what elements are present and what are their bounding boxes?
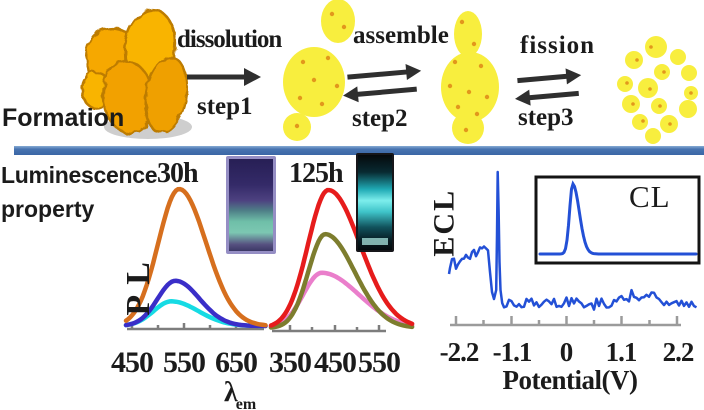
cl-inset-box	[534, 175, 701, 265]
particle-dots	[625, 45, 693, 126]
lambda-subscript: em	[235, 396, 257, 410]
particle-dots	[294, 11, 347, 129]
step3-action-label: fission	[520, 32, 596, 59]
ecl-axis	[450, 316, 681, 327]
step2-action-label: assemble	[353, 22, 449, 49]
pl125-xtick-450: 450	[314, 346, 357, 379]
step3-label: step3	[518, 104, 574, 131]
curve-olive	[268, 231, 415, 330]
step1-action-label: dissolution	[177, 26, 282, 53]
cuvette-photo-125h	[356, 153, 394, 252]
ecl-curve	[447, 170, 698, 311]
fission-particles	[617, 36, 698, 144]
particle-dots	[447, 19, 490, 133]
equilibrium-arrow-step3	[515, 68, 582, 106]
pl30-xtick-550: 550	[163, 346, 206, 379]
step2-label: step2	[352, 105, 408, 132]
ecl-xtick-11: 1.1	[605, 337, 638, 367]
assembled-particle	[441, 11, 499, 144]
pl30-xtick-650: 650	[215, 346, 258, 379]
formation-section-label: Formation	[2, 104, 125, 132]
pl30-xtick-450: 450	[111, 346, 154, 379]
dissolution-arrow	[187, 68, 261, 86]
section-divider	[14, 146, 704, 155]
lambda-symbol: λ	[224, 377, 238, 408]
ecl-x-axis-label: Potential(V)	[502, 365, 638, 395]
equilibrium-arrow-step2	[343, 64, 422, 103]
luminescence-label-line2: property	[1, 196, 95, 222]
ecl-xtick-0: 0	[559, 337, 573, 367]
cl-inset-title: CL	[629, 179, 671, 214]
luminescence-label-line1: Luminescence	[1, 162, 158, 188]
curve-orange	[123, 186, 268, 328]
aggregate-blob-cluster	[80, 8, 189, 135]
pl-125h-axis	[272, 325, 386, 333]
curve-red	[268, 187, 415, 328]
ecl-y-axis-label: ECL	[427, 188, 461, 257]
ecl-xtick-n22: -2.2	[439, 337, 480, 367]
curve-blue	[123, 278, 268, 329]
cl-curve	[538, 180, 698, 256]
pl-125h-curves	[268, 187, 415, 330]
cl-trace	[538, 180, 698, 256]
pl-x-axis-label: λem	[224, 377, 258, 410]
cuvette-photo-30h	[226, 156, 276, 254]
chart-title-125h: 125h	[289, 158, 344, 189]
ecl-xtick-n11: -1.1	[492, 337, 533, 367]
ecl-trace	[447, 170, 698, 311]
pl-y-axis-label: PL	[120, 252, 158, 316]
pl125-xtick-350: 350	[269, 346, 312, 379]
pl-30h-curves	[123, 186, 268, 329]
pl125-xtick-550: 550	[358, 346, 401, 379]
ecl-xtick-22: 2.2	[662, 337, 695, 367]
chart-title-30h: 30h	[157, 158, 199, 189]
step1-label: step1	[197, 93, 253, 120]
dissolved-particles	[283, 0, 355, 141]
